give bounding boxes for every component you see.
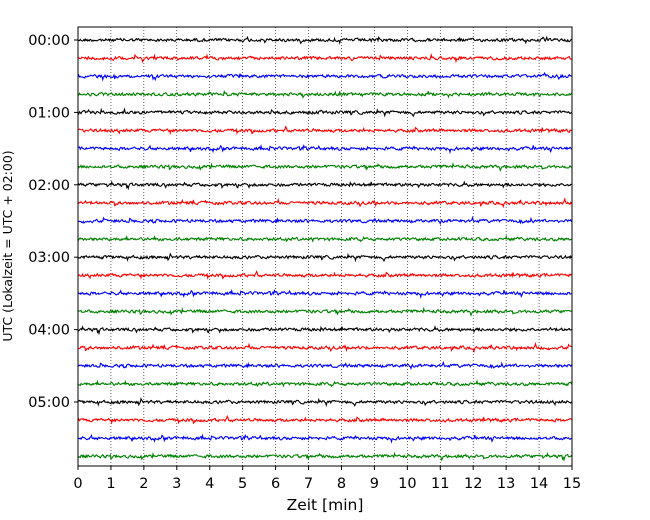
seismic-trace (77, 379, 573, 388)
seismic-trace (77, 270, 572, 280)
x-tick-label: 13 (497, 476, 515, 492)
y-tick-label: 03:00 (28, 250, 70, 266)
seismic-trace (77, 125, 572, 135)
seismic-trace (77, 197, 572, 209)
y-axis-label: UTC (Lokalzeit = UTC + 02:00) (0, 150, 15, 341)
seismic-trace (77, 306, 572, 317)
y-tick-label: 00:00 (28, 33, 70, 49)
seismic-trace (77, 53, 572, 64)
y-tick-label: 04:00 (28, 323, 70, 339)
seismic-trace (77, 397, 572, 408)
seismic-trace (77, 451, 572, 462)
seismic-trace (77, 215, 573, 226)
x-tick-label: 4 (205, 476, 214, 492)
seismic-trace (77, 252, 572, 263)
seismic-trace (77, 180, 572, 191)
x-tick-label: 11 (431, 476, 449, 492)
x-tick-label: 10 (398, 476, 416, 492)
x-tick-label: 7 (304, 476, 313, 492)
x-tick-label: 14 (530, 476, 548, 492)
plot-frame (77, 26, 573, 467)
vertical-grid (110, 27, 540, 466)
y-tick-label: 02:00 (28, 178, 70, 194)
seismic-trace (77, 414, 572, 425)
x-tick-label: 5 (238, 476, 247, 492)
x-tick-label: 3 (172, 476, 181, 492)
seismic-trace (77, 288, 572, 300)
x-tick-label: 15 (563, 476, 581, 492)
seismic-trace (77, 107, 572, 118)
seismic-traces (77, 35, 573, 462)
seismic-trace (77, 143, 572, 155)
seismic-trace (77, 341, 572, 354)
seismic-trace (77, 360, 572, 371)
x-tick-label: 8 (337, 476, 346, 492)
y-tick-label: 05:00 (28, 395, 70, 411)
x-tick-label: 0 (73, 476, 82, 492)
seismic-trace (77, 234, 572, 243)
y-tick-label: 01:00 (28, 105, 70, 121)
seismic-trace (77, 325, 572, 336)
x-axis-label: Zeit [min] (287, 496, 364, 514)
x-tick-label: 9 (370, 476, 379, 492)
seismic-trace (77, 71, 572, 82)
x-tick-label: 12 (464, 476, 482, 492)
seismic-trace (77, 89, 572, 99)
seismic-trace (77, 433, 572, 444)
x-axis-ticks: 0 1 2 3 4 5 6 7 8 9 10 11 12 13 14 15 (73, 466, 581, 492)
y-axis-ticks: 00:00 01:00 02:00 03:00 04:00 05:00 (28, 33, 78, 411)
x-tick-label: 6 (271, 476, 280, 492)
seismic-trace (77, 35, 572, 45)
x-tick-label: 1 (106, 476, 115, 492)
seismic-trace (77, 162, 572, 172)
x-tick-label: 2 (139, 476, 148, 492)
